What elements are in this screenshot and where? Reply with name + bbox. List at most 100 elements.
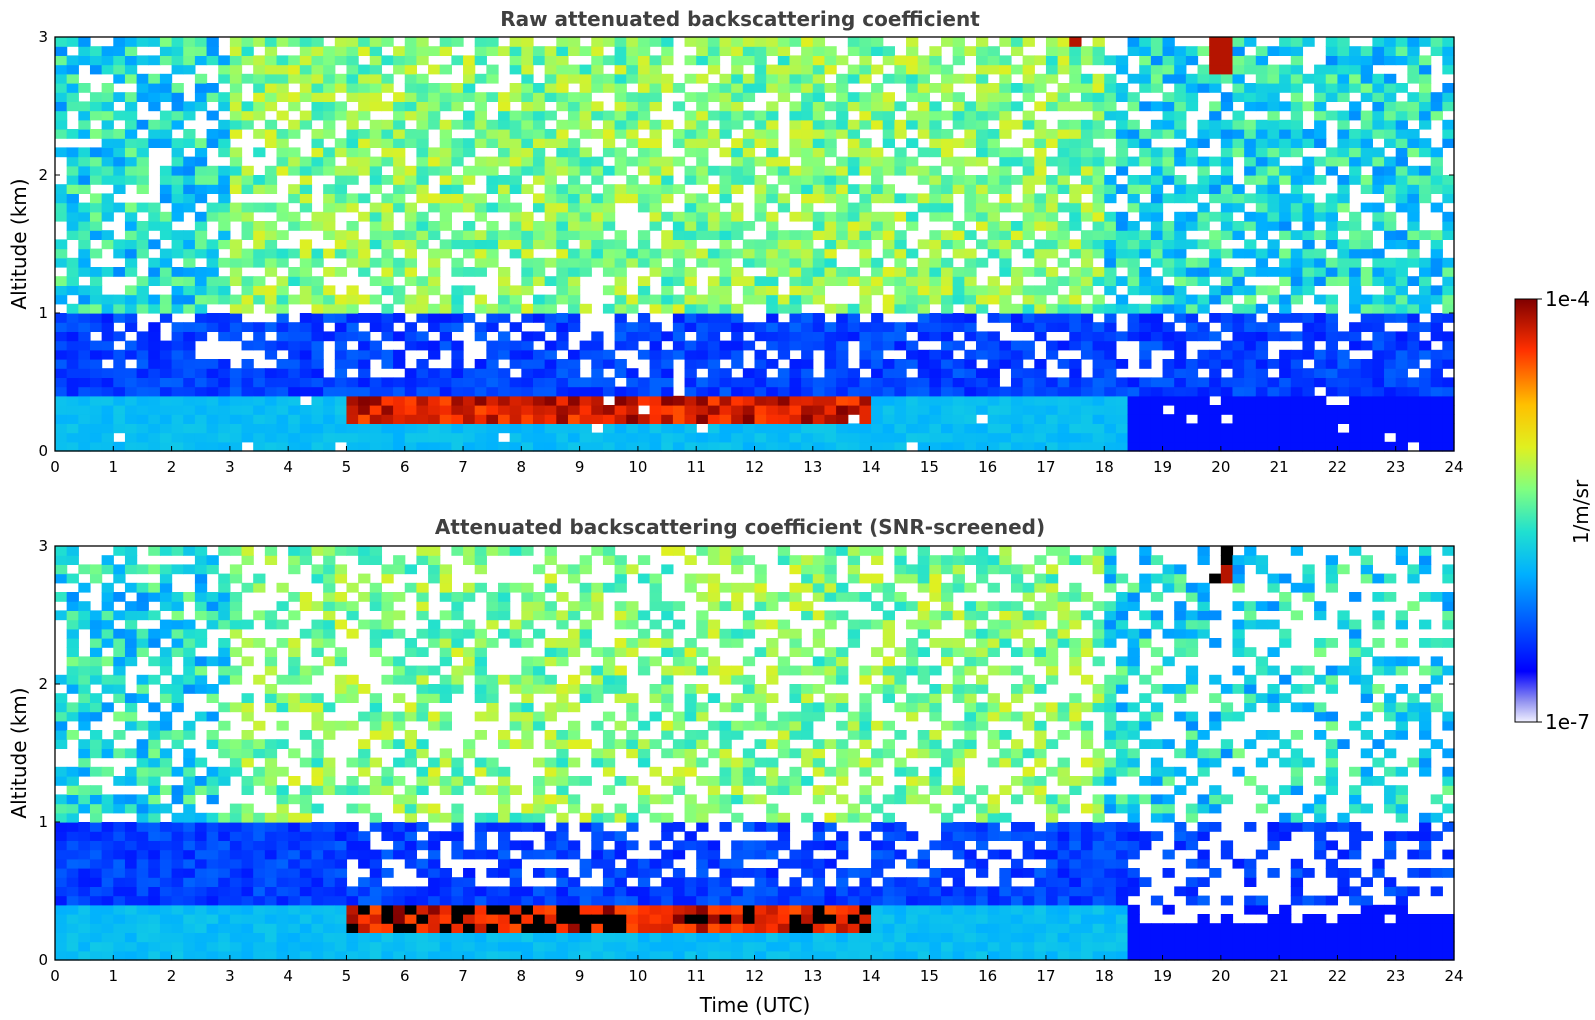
heatmap-cell: [602, 184, 616, 194]
heatmap-cell: [1279, 138, 1292, 148]
heatmap-cell: [801, 285, 814, 296]
heatmap-cell: [416, 331, 429, 342]
heatmap-cell: [89, 647, 103, 657]
heatmap-cell: [1209, 441, 1222, 452]
heatmap-cell: [428, 248, 441, 259]
heatmap-cell: [707, 221, 721, 231]
heatmap-cell: [463, 423, 476, 434]
heatmap-cell: [474, 239, 487, 250]
heatmap-cell: [1430, 175, 1443, 185]
heatmap-cell: [1302, 276, 1315, 286]
heatmap-cell: [696, 46, 709, 56]
heatmap-cell: [999, 119, 1012, 130]
heatmap-cell: [637, 349, 651, 360]
heatmap-cell: [1162, 147, 1175, 158]
heatmap-cell: [428, 386, 441, 397]
heatmap-cell: [672, 414, 686, 424]
heatmap-cell: [929, 313, 942, 323]
heatmap-cell: [159, 941, 173, 952]
heatmap-cell: [1325, 73, 1339, 84]
heatmap-cell: [194, 331, 208, 342]
heatmap-cell: [229, 877, 243, 887]
heatmap-cell: [836, 414, 849, 424]
heatmap-cell: [1419, 285, 1432, 296]
heatmap-cell: [346, 386, 359, 397]
heatmap-cell: [707, 184, 721, 194]
heatmap-cell: [952, 119, 965, 130]
heatmap-cell: [1115, 92, 1129, 102]
heatmap-cell: [894, 285, 907, 296]
heatmap-cell: [1244, 239, 1257, 250]
heatmap-cell: [567, 230, 581, 240]
heatmap-cell: [1104, 129, 1117, 139]
heatmap-cell: [78, 564, 91, 575]
heatmap-cell: [288, 322, 301, 332]
heatmap-cell: [264, 941, 278, 952]
heatmap-cell: [1057, 414, 1070, 424]
heatmap-cell: [1150, 386, 1164, 397]
heatmap-cell: [253, 340, 266, 351]
heatmap-cell: [1244, 285, 1257, 296]
heatmap-cell: [509, 147, 522, 158]
heatmap-cell: [253, 950, 266, 961]
heatmap-cell: [556, 322, 569, 332]
heatmap-cell: [1314, 138, 1327, 148]
heatmap-cell: [1442, 303, 1455, 314]
heatmap-cell: [113, 684, 126, 694]
heatmap-cell: [742, 221, 756, 231]
heatmap-cell: [55, 564, 68, 575]
heatmap-cell: [1080, 313, 1094, 323]
heatmap-cell: [66, 432, 79, 443]
heatmap-cell: [801, 147, 814, 158]
heatmap-cell: [1150, 184, 1164, 194]
heatmap-cell: [789, 248, 802, 259]
heatmap-cell: [101, 46, 114, 56]
heatmap-cell: [1349, 386, 1362, 397]
heatmap-cell: [1407, 257, 1420, 268]
heatmap-cell: [1430, 432, 1443, 443]
heatmap-cell: [1360, 184, 1373, 194]
heatmap-cell: [55, 432, 68, 443]
heatmap-cell: [847, 331, 861, 342]
heatmap-cell: [1127, 395, 1140, 406]
heatmap-cell: [299, 276, 313, 286]
heatmap-cell: [113, 647, 126, 657]
heatmap-cell: [113, 546, 126, 556]
heatmap-cell: [579, 193, 592, 204]
heatmap-cell: [1080, 156, 1094, 167]
heatmap-cell: [1080, 331, 1094, 342]
heatmap-cell: [393, 64, 406, 75]
heatmap-cell: [1325, 147, 1339, 158]
heatmap-cell: [66, 267, 79, 277]
heatmap-cell: [1337, 432, 1350, 443]
heatmap-cell: [661, 230, 674, 240]
heatmap-cell: [1034, 202, 1047, 213]
heatmap-cell: [486, 303, 499, 314]
heatmap-cell: [1325, 349, 1339, 360]
heatmap-cell: [159, 601, 173, 611]
heatmap-cell: [1337, 267, 1350, 277]
heatmap-cell: [719, 423, 732, 434]
heatmap-cell: [1127, 285, 1140, 296]
heatmap-cell: [486, 184, 499, 194]
heatmap-cell: [1372, 248, 1385, 259]
heatmap-cell: [917, 119, 930, 130]
heatmap-cell: [941, 202, 954, 213]
heatmap-cell: [766, 230, 779, 240]
heatmap-cell: [1419, 405, 1432, 415]
heatmap-cell: [1115, 386, 1129, 397]
heatmap-cell: [124, 230, 138, 240]
heatmap-cell: [1302, 175, 1315, 185]
heatmap-cell: [1290, 359, 1304, 369]
heatmap-cell: [1349, 377, 1362, 388]
heatmap-cell: [801, 377, 814, 388]
heatmap-cell: [824, 175, 837, 185]
heatmap-cell: [1092, 276, 1105, 286]
heatmap-cell: [148, 932, 161, 943]
heatmap-cell: [859, 395, 872, 406]
heatmap-cell: [404, 340, 418, 351]
heatmap-cell: [229, 619, 243, 630]
heatmap-cell: [276, 932, 289, 943]
heatmap-cell: [276, 739, 289, 749]
heatmap-cell: [929, 276, 942, 286]
